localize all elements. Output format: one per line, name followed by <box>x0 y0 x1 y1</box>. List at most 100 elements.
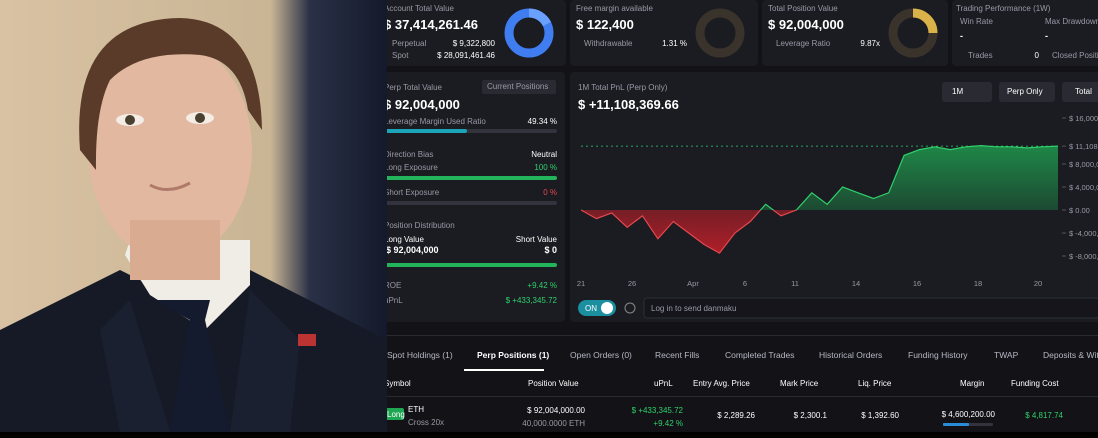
value: +9.42 % <box>527 281 557 290</box>
button-label[interactable]: Total <box>1075 87 1092 96</box>
cell: $ 2,300.1 <box>793 411 827 420</box>
pnl-line <box>581 210 798 254</box>
tab[interactable]: Spot Holdings (1) <box>387 350 453 360</box>
row-label: Spot <box>392 51 409 60</box>
x-tick-label: 14 <box>852 279 860 288</box>
button-label[interactable]: 1M <box>952 87 964 96</box>
bar <box>387 263 557 267</box>
cell: 40,000.0000 ETH <box>522 419 585 428</box>
tab[interactable]: Deposits & Withdrawals <box>1043 350 1098 360</box>
column-header[interactable]: Liq. Price <box>858 379 892 388</box>
label: Short Exposure <box>387 188 440 197</box>
dashboard: $ 16,000,000 $ 11,108,369.66 $ 8,000,000 $ … <box>387 0 1098 432</box>
button[interactable] <box>1062 82 1098 102</box>
row-label: Closed Position <box>1052 51 1098 60</box>
cell: $ 2,289.26 <box>717 411 755 420</box>
stat-value: - <box>960 31 963 41</box>
card-title: Free margin available <box>576 4 653 13</box>
danmaku-input[interactable] <box>643 297 1098 319</box>
x-tick-label: 11 <box>791 279 799 288</box>
panel-title: Perp Total Value <box>387 83 442 92</box>
area-positive <box>581 145 1058 210</box>
x-tick-label: 21 <box>577 279 585 288</box>
column-header[interactable]: uPnL <box>654 379 673 388</box>
mode: Cross 20x <box>408 418 445 427</box>
column-header[interactable]: Funding Cost <box>1011 379 1059 388</box>
perp-panel <box>387 72 565 322</box>
row-value: $ 9,322,800 <box>452 39 495 48</box>
y-tick-label: $ -4,000,000 <box>1069 229 1098 238</box>
cell: $ 92,004,000.00 <box>527 406 585 415</box>
row-label: Trades <box>968 51 993 60</box>
y-tick-label: $ -8,000,000 <box>1069 252 1098 261</box>
card-value: $ 37,414,261.46 <box>387 17 478 32</box>
y-tick-label: $ 11,108,369.66 <box>1069 142 1098 151</box>
placeholder[interactable]: Log in to send danmaku <box>651 304 737 313</box>
panel-title: 1M Total PnL (Perp Only) <box>578 83 668 92</box>
photo <box>0 0 387 432</box>
label: Long Exposure <box>387 163 438 172</box>
x-tick-label: 6 <box>743 279 747 288</box>
tab[interactable]: Historical Orders <box>819 350 883 360</box>
bar-track <box>387 201 557 205</box>
tab[interactable]: Completed Trades <box>725 350 795 360</box>
tag <box>482 80 556 94</box>
value: $ +433,345.72 <box>505 296 557 305</box>
value: 0 % <box>543 188 557 197</box>
bar-track <box>387 129 557 133</box>
label: Direction Bias <box>387 150 434 159</box>
divider <box>387 335 1098 336</box>
x-tick-label: 18 <box>974 279 982 288</box>
toggle-label[interactable]: ON <box>585 304 597 313</box>
donut <box>695 8 745 58</box>
column-header[interactable]: Mark Price <box>780 379 819 388</box>
button[interactable] <box>999 82 1055 102</box>
row-label: Perpetual <box>392 39 427 48</box>
label: Position Distribution <box>387 221 455 230</box>
card <box>952 0 1098 66</box>
donut <box>528 8 552 27</box>
row-value: 9.87x <box>860 39 880 48</box>
card-value: $ 92,004,000 <box>768 17 844 32</box>
value: Neutral <box>531 150 557 159</box>
row-label: Withdrawable <box>584 39 633 48</box>
y-tick-label: $ 16,000,000 <box>1069 114 1098 123</box>
panel-value: $ +11,108,369.66 <box>578 97 679 112</box>
button-label[interactable]: Perp Only <box>1007 87 1043 96</box>
tab[interactable]: Open Orders (0) <box>570 350 632 360</box>
stat-value: - <box>1045 31 1048 41</box>
column-header[interactable]: Position Value <box>528 379 579 388</box>
x-tick-label: 20 <box>1034 279 1042 288</box>
column-header[interactable]: Margin <box>960 379 985 388</box>
column-header[interactable]: Symbol <box>387 379 411 388</box>
label: Long Value <box>387 235 424 244</box>
button[interactable] <box>942 82 992 102</box>
divider <box>387 396 1098 397</box>
y-tick-label: $ 8,000,000 <box>1069 160 1098 169</box>
card-title: Total Position Value <box>768 4 838 13</box>
side-badge: Long <box>387 410 405 419</box>
cell: $ 4,817.74 <box>1025 411 1063 420</box>
tab[interactable]: Funding History <box>908 350 968 360</box>
badge <box>387 408 404 420</box>
symbol: ETH <box>408 405 424 414</box>
tab[interactable]: Perp Positions (1) <box>477 350 550 360</box>
icon[interactable] <box>624 302 636 314</box>
stat-label: Max Drawdown <box>1045 17 1098 26</box>
label: Short Value <box>515 235 557 244</box>
value: $ 0 <box>544 245 557 255</box>
tab[interactable]: Recent Fills <box>655 350 700 360</box>
bar <box>387 176 557 180</box>
column-header[interactable]: Entry Avg. Price <box>693 379 750 388</box>
pnl-line <box>581 144 1058 210</box>
card-title: Account Total Value <box>387 4 454 13</box>
cell: $ +433,345.72 <box>631 406 683 415</box>
x-tick-label: 26 <box>628 279 636 288</box>
tab-underline <box>464 369 544 371</box>
tab[interactable]: TWAP <box>994 350 1019 360</box>
margin-bar <box>943 423 969 426</box>
area-negative <box>581 210 1058 254</box>
value: 100 % <box>534 163 557 172</box>
row-label: Leverage Ratio <box>776 39 831 48</box>
